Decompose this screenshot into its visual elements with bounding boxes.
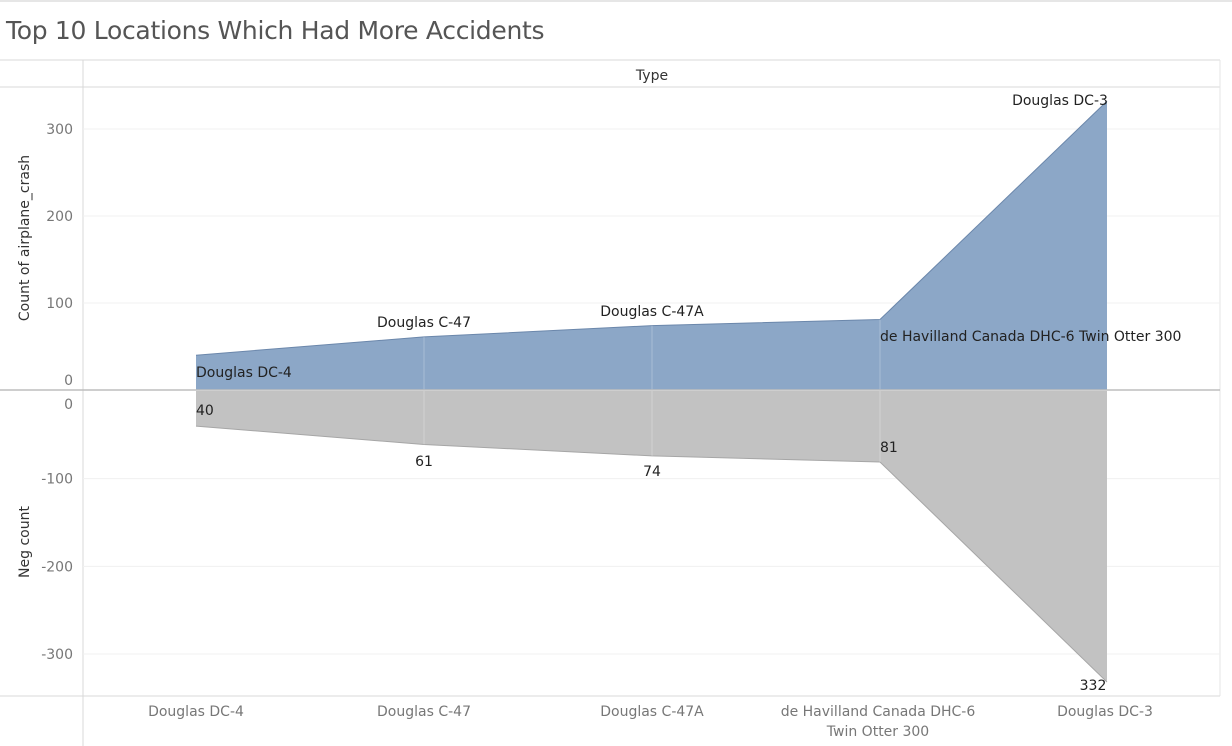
line-count-of-airplane-crash (195, 100, 1108, 356)
area-series (195, 100, 1108, 683)
x-tick-label: Douglas C-47 (377, 704, 471, 720)
x-tick-label: Douglas DC-3 (1057, 704, 1153, 720)
x-tick-label-line: Douglas DC-4 (148, 704, 244, 720)
value-data-label: 81 (880, 440, 898, 456)
x-tick-label-line: Douglas C-47A (600, 704, 704, 720)
line-neg-count (195, 425, 1108, 683)
area-neg-count (196, 391, 1107, 683)
y-tick-label: 200 (46, 209, 73, 225)
top-rule (0, 0, 1232, 2)
y-tick-label: -200 (41, 559, 73, 575)
y-tick-label: 0 (64, 373, 73, 389)
area-count-of-airplane-crash (196, 101, 1107, 390)
y-tick-label: -300 (41, 647, 73, 663)
x-tick-label: Douglas C-47A (600, 704, 704, 720)
x-tick-label-line: Douglas C-47 (377, 704, 471, 720)
x-tick-label: Douglas DC-4 (148, 704, 244, 720)
category-mark-label: Douglas C-47 (377, 315, 471, 331)
x-tick-label-line: de Havilland Canada DHC-6 (781, 704, 976, 720)
value-data-label: 61 (415, 454, 433, 470)
x-tick-label-line: Twin Otter 300 (826, 724, 929, 740)
x-tick-label-line: Douglas DC-3 (1057, 704, 1153, 720)
value-data-label: 74 (643, 464, 661, 480)
mark-labels: Douglas DC-4 Douglas C-47 Douglas C-47A de … (196, 93, 1181, 694)
value-data-label: 332 (1080, 678, 1107, 694)
value-data-label: 40 (196, 403, 214, 419)
chart-title: Top 10 Locations Which Had More Accident… (6, 16, 545, 45)
y-tick-label: 300 (46, 122, 73, 138)
axes: 0 100 200 300 0 -100 -200 -300 Count of airplane… (0, 122, 1220, 740)
category-mark-label: Douglas DC-4 (196, 365, 292, 381)
x-tick-label: de Havilland Canada DHC-6 Twin Otter 300 (781, 704, 976, 740)
category-mark-label: Douglas C-47A (600, 304, 704, 320)
chart-frame: Type (0, 59, 1221, 746)
category-mark-label: de Havilland Canada DHC-6 Twin Otter 300 (880, 329, 1181, 345)
y-tick-label: -100 (41, 472, 73, 488)
category-mark-label: Douglas DC-3 (1012, 93, 1108, 109)
column-header-label: Type (635, 68, 668, 84)
y-axis-title-top: Count of airplane_crash (17, 155, 33, 321)
y-tick-label: 100 (46, 296, 73, 312)
y-tick-label: 0 (64, 397, 73, 413)
y-axis-title-bottom: Neg count (17, 506, 33, 578)
